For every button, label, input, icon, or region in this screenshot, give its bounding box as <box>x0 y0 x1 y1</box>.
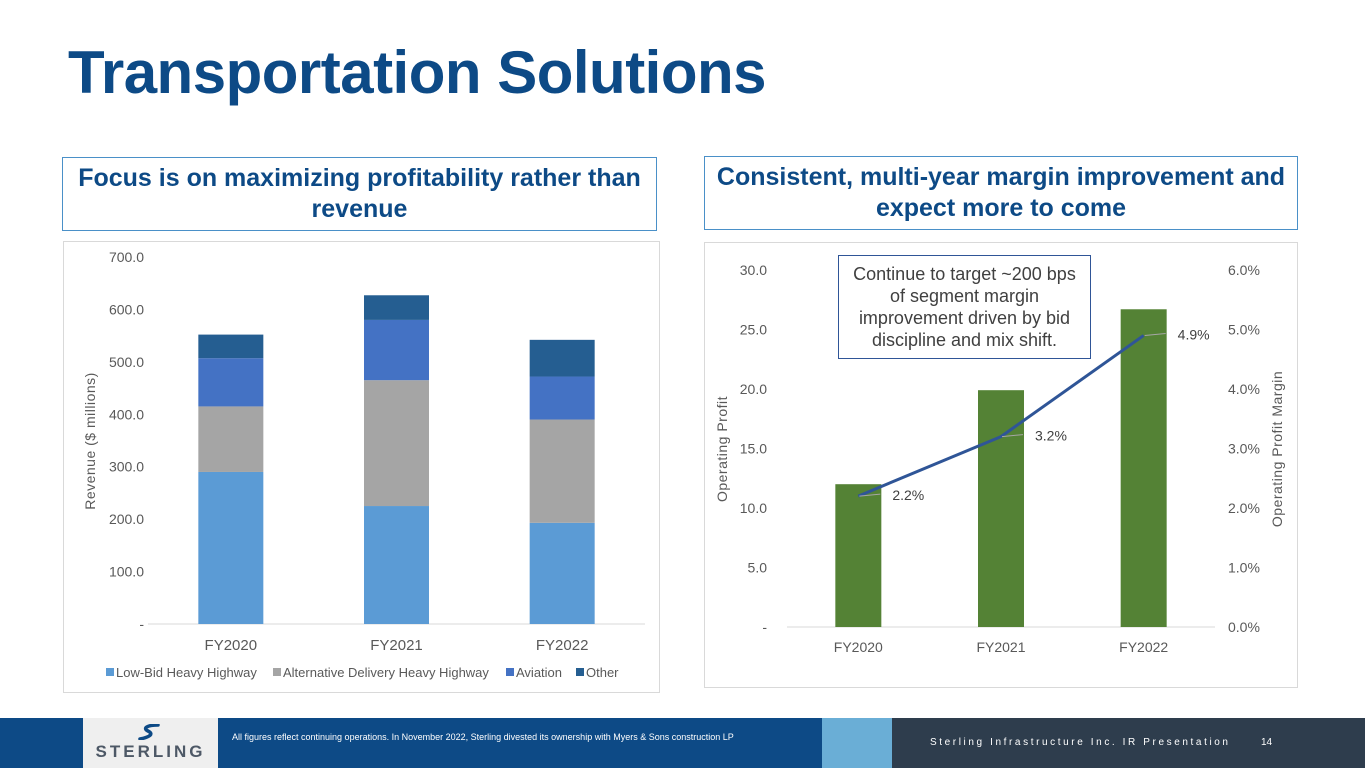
bar-aviation <box>529 376 595 420</box>
bar-low-bid-heavy-highway <box>529 522 595 624</box>
y-axis-title: Operating Profit <box>714 396 730 502</box>
y2-tick-label: 0.0% <box>1228 619 1260 635</box>
x-tick-label: FY2022 <box>1119 639 1168 655</box>
x-tick-label: FY2021 <box>370 637 423 654</box>
legend-swatch <box>273 668 281 676</box>
margin-line <box>857 334 1145 498</box>
data-label-leader <box>859 493 881 497</box>
y-tick-label: 500.0 <box>109 354 144 370</box>
data-label-leader <box>1144 332 1166 336</box>
logo-wordmark: STERLING <box>95 742 206 761</box>
legend-label: Other <box>586 665 619 680</box>
y-tick-label: 10.0 <box>740 500 767 516</box>
bar-operating-profit <box>835 484 882 627</box>
y-tick-label: - <box>139 616 144 632</box>
x-tick-label: FY2020 <box>205 637 258 654</box>
bar-other <box>198 334 264 359</box>
y-tick-label: 25.0 <box>740 322 767 338</box>
bar-low-bid-heavy-highway <box>198 471 264 624</box>
legend-swatch <box>506 668 514 676</box>
bar-alternative-delivery-heavy-highway <box>364 380 429 507</box>
y-tick-label: 300.0 <box>109 459 144 475</box>
margin-callout: Consistent, multi-year margin improvemen… <box>704 156 1298 230</box>
legend-swatch <box>576 668 584 676</box>
y-tick-label: 20.0 <box>740 381 767 397</box>
bar-aviation <box>364 319 429 381</box>
y-tick-label: 30.0 <box>740 262 767 278</box>
y-tick-label: 600.0 <box>109 301 144 317</box>
x-tick-label: FY2020 <box>834 639 883 655</box>
y-axis-title: Revenue ($ millions) <box>82 372 98 510</box>
revenue-callout: Focus is on maximizing profitability rat… <box>62 157 657 231</box>
footer-teal-band <box>822 718 892 768</box>
page-number: 14 <box>1261 737 1273 748</box>
bar-low-bid-heavy-highway <box>364 506 429 624</box>
bar-aviation <box>198 358 264 407</box>
legend-swatch <box>106 668 114 676</box>
sterling-logo: STERLING <box>83 718 218 768</box>
legend-label: Alternative Delivery Heavy Highway <box>283 665 489 680</box>
legend-label: Low-Bid Heavy Highway <box>116 665 257 680</box>
bar-other <box>529 339 595 377</box>
y-tick-label: - <box>762 619 767 635</box>
bar-operating-profit <box>1120 309 1167 627</box>
bar-alternative-delivery-heavy-highway <box>529 419 595 523</box>
footer-dark-band <box>892 718 1365 768</box>
footer-bar: STERLING All figures reflect continuing … <box>0 718 1365 768</box>
y2-tick-label: 4.0% <box>1228 381 1260 397</box>
y-tick-label: 200.0 <box>109 511 144 527</box>
y-tick-label: 700.0 <box>109 249 144 265</box>
data-label: 2.2% <box>892 487 924 503</box>
bar-alternative-delivery-heavy-highway <box>198 406 264 472</box>
y2-tick-label: 6.0% <box>1228 262 1260 278</box>
y2-axis-title: Operating Profit Margin <box>1269 371 1285 527</box>
bar-other <box>364 295 429 320</box>
logo-swoosh-icon <box>137 724 160 740</box>
data-label-leader <box>1001 434 1024 438</box>
margin-target-note: Continue to target ~200 bps of segment m… <box>838 255 1091 359</box>
data-label: 3.2% <box>1035 428 1067 444</box>
y2-tick-label: 5.0% <box>1228 322 1260 338</box>
x-tick-label: FY2021 <box>976 639 1025 655</box>
page-title: Transportation Solutions <box>68 39 767 106</box>
y2-tick-label: 3.0% <box>1228 441 1260 457</box>
legend-label: Aviation <box>516 665 562 680</box>
x-tick-label: FY2022 <box>536 637 589 654</box>
bar-operating-profit <box>978 390 1024 627</box>
y2-tick-label: 1.0% <box>1228 560 1260 576</box>
presentation-title: Sterling Infrastructure Inc. IR Presenta… <box>930 737 1231 748</box>
y-tick-label: 5.0 <box>748 560 768 576</box>
data-label: 4.9% <box>1178 326 1210 342</box>
footer-footnote: All figures reflect continuing operation… <box>232 732 734 742</box>
y-tick-label: 100.0 <box>109 564 144 580</box>
y-tick-label: 400.0 <box>109 406 144 422</box>
y-tick-label: 15.0 <box>740 441 767 457</box>
y2-tick-label: 2.0% <box>1228 500 1260 516</box>
